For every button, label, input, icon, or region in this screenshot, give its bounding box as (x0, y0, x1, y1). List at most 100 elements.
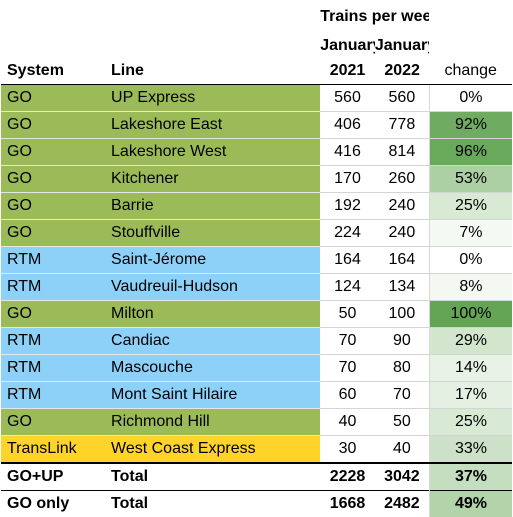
change-cell: 100% (429, 301, 512, 328)
header-blank (109, 33, 320, 58)
line-cell: Mont Saint Hilaire (109, 382, 320, 409)
trains-2022-cell: 778 (375, 112, 430, 139)
trains-2021-cell: 1668 (320, 491, 375, 517)
system-cell: GO (1, 193, 109, 220)
system-cell: GO+UP (1, 463, 109, 491)
change-cell: 14% (429, 355, 512, 382)
trains-2021-cell: 406 (320, 112, 375, 139)
trains-2022-cell: 560 (375, 85, 430, 112)
header-blank (429, 33, 512, 58)
line-cell: Mascouche (109, 355, 320, 382)
change-cell: 8% (429, 274, 512, 301)
line-cell: Total (109, 491, 320, 517)
header-blank (429, 0, 512, 33)
header-row-1: Trains per week (1, 0, 512, 33)
line-cell: Lakeshore West (109, 139, 320, 166)
system-cell: RTM (1, 382, 109, 409)
trains-2021-cell: 30 (320, 436, 375, 464)
system-cell: GO only (1, 491, 109, 517)
trains-2021-cell: 164 (320, 247, 375, 274)
trains-2022-cell: 260 (375, 166, 430, 193)
line-cell: Lakeshore East (109, 112, 320, 139)
change-cell: 49% (429, 491, 512, 517)
header-2021-top: January (320, 33, 375, 58)
change-cell: 33% (429, 436, 512, 464)
system-cell: GO (1, 139, 109, 166)
trains-2022-cell: 134 (375, 274, 430, 301)
trains-2021-cell: 70 (320, 328, 375, 355)
trains-2022-cell: 50 (375, 409, 430, 436)
change-cell: 0% (429, 85, 512, 112)
system-cell: RTM (1, 274, 109, 301)
change-cell: 92% (429, 112, 512, 139)
line-cell: Candiac (109, 328, 320, 355)
trains-2021-cell: 560 (320, 85, 375, 112)
trains-2022-cell: 3042 (375, 463, 430, 491)
line-cell: Kitchener (109, 166, 320, 193)
system-cell: RTM (1, 247, 109, 274)
header-2022-top: January (375, 33, 430, 58)
change-cell: 0% (429, 247, 512, 274)
system-cell: RTM (1, 355, 109, 382)
line-cell: West Coast Express (109, 436, 320, 464)
line-cell: Richmond Hill (109, 409, 320, 436)
header-blank (1, 33, 109, 58)
trains-2021-cell: 192 (320, 193, 375, 220)
header-row-2: January January (1, 33, 512, 58)
trains-2022-cell: 814 (375, 139, 430, 166)
header-2022: 2022 (375, 58, 430, 85)
trains-2022-cell: 80 (375, 355, 430, 382)
system-cell: RTM (1, 328, 109, 355)
header-system: System (1, 58, 109, 85)
change-cell: 96% (429, 139, 512, 166)
trains-2022-cell: 70 (375, 382, 430, 409)
change-cell: 29% (429, 328, 512, 355)
system-cell: GO (1, 166, 109, 193)
trains-2022-cell: 100 (375, 301, 430, 328)
line-cell: Barrie (109, 193, 320, 220)
change-cell: 37% (429, 463, 512, 491)
system-cell: GO (1, 409, 109, 436)
line-cell: Saint-Jérome (109, 247, 320, 274)
header-change: change (429, 58, 512, 85)
trains-2021-cell: 70 (320, 355, 375, 382)
trains-2022-cell: 240 (375, 193, 430, 220)
change-cell: 25% (429, 193, 512, 220)
system-cell: TransLink (1, 436, 109, 464)
header-line: Line (109, 58, 320, 85)
line-cell: Milton (109, 301, 320, 328)
trains-2022-cell: 2482 (375, 491, 430, 517)
trains-2022-cell: 90 (375, 328, 430, 355)
trains-2022-cell: 240 (375, 220, 430, 247)
trains-2021-cell: 170 (320, 166, 375, 193)
trains-2021-cell: 50 (320, 301, 375, 328)
header-blank (109, 0, 320, 33)
trains-2022-cell: 164 (375, 247, 430, 274)
change-cell: 7% (429, 220, 512, 247)
trains-2021-cell: 60 (320, 382, 375, 409)
line-cell: Vaudreuil-Hudson (109, 274, 320, 301)
header-2021: 2021 (320, 58, 375, 85)
system-cell: GO (1, 112, 109, 139)
system-cell: GO (1, 220, 109, 247)
trains-2021-cell: 416 (320, 139, 375, 166)
line-cell: Stouffville (109, 220, 320, 247)
trains-2021-cell: 124 (320, 274, 375, 301)
